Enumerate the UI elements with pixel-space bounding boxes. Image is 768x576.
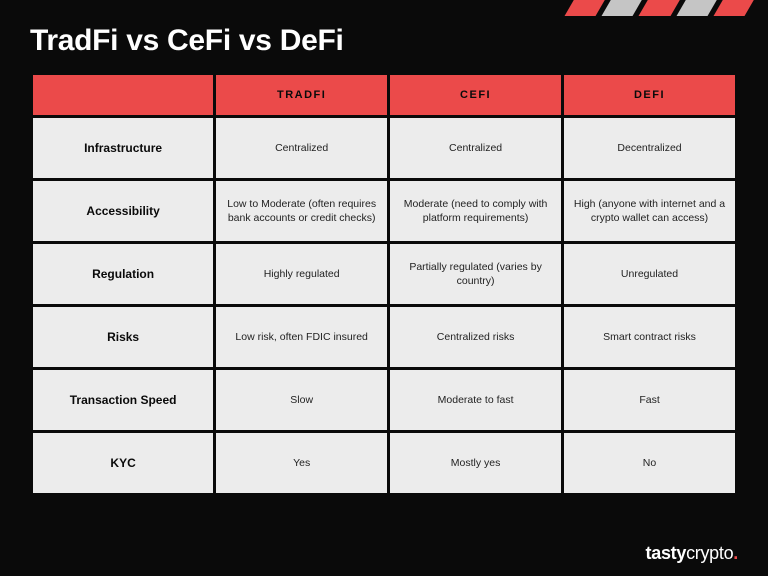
table-cell: Moderate to fast bbox=[390, 370, 561, 430]
comparison-table-wrap: TRADFICEFIDEFIInfrastructureCentralizedC… bbox=[0, 72, 768, 496]
table-column-header: DEFI bbox=[564, 75, 735, 115]
table-cell: Fast bbox=[564, 370, 735, 430]
table-cell: Low to Moderate (often requires bank acc… bbox=[216, 181, 387, 241]
table-cell: Centralized bbox=[390, 118, 561, 178]
table-cell: Highly regulated bbox=[216, 244, 387, 304]
table-row-label: Risks bbox=[33, 307, 213, 367]
table-cell: Slow bbox=[216, 370, 387, 430]
stripe bbox=[602, 0, 642, 16]
table-cell: Yes bbox=[216, 433, 387, 493]
table-row-label: KYC bbox=[33, 433, 213, 493]
logo-dot: . bbox=[733, 543, 738, 563]
decorative-stripes bbox=[562, 0, 754, 20]
stripe bbox=[639, 0, 679, 16]
table-cell: Centralized risks bbox=[390, 307, 561, 367]
table-column-header: CEFI bbox=[390, 75, 561, 115]
table-header-blank bbox=[33, 75, 213, 115]
table-row: RegulationHighly regulatedPartially regu… bbox=[33, 244, 735, 304]
table-cell: Low risk, often FDIC insured bbox=[216, 307, 387, 367]
table-row: KYCYesMostly yesNo bbox=[33, 433, 735, 493]
table-cell: High (anyone with internet and a crypto … bbox=[564, 181, 735, 241]
table-row-label: Transaction Speed bbox=[33, 370, 213, 430]
table-cell: Moderate (need to comply with platform r… bbox=[390, 181, 561, 241]
table-cell: No bbox=[564, 433, 735, 493]
table-row: InfrastructureCentralizedCentralizedDece… bbox=[33, 118, 735, 178]
stripe bbox=[676, 0, 716, 16]
table-cell: Mostly yes bbox=[390, 433, 561, 493]
table-row-label: Accessibility bbox=[33, 181, 213, 241]
logo-part2: crypto bbox=[686, 543, 733, 563]
table-cell: Decentralized bbox=[564, 118, 735, 178]
table-cell: Centralized bbox=[216, 118, 387, 178]
table-cell: Partially regulated (varies by country) bbox=[390, 244, 561, 304]
table-row-label: Infrastructure bbox=[33, 118, 213, 178]
table-row: AccessibilityLow to Moderate (often requ… bbox=[33, 181, 735, 241]
table-column-header: TRADFI bbox=[216, 75, 387, 115]
table-row-label: Regulation bbox=[33, 244, 213, 304]
brand-logo: tastycrypto. bbox=[646, 543, 738, 564]
table-cell: Unregulated bbox=[564, 244, 735, 304]
comparison-table: TRADFICEFIDEFIInfrastructureCentralizedC… bbox=[30, 72, 738, 496]
table-row: Transaction SpeedSlowModerate to fastFas… bbox=[33, 370, 735, 430]
table-cell: Smart contract risks bbox=[564, 307, 735, 367]
table-row: RisksLow risk, often FDIC insuredCentral… bbox=[33, 307, 735, 367]
logo-part1: tasty bbox=[646, 543, 687, 563]
